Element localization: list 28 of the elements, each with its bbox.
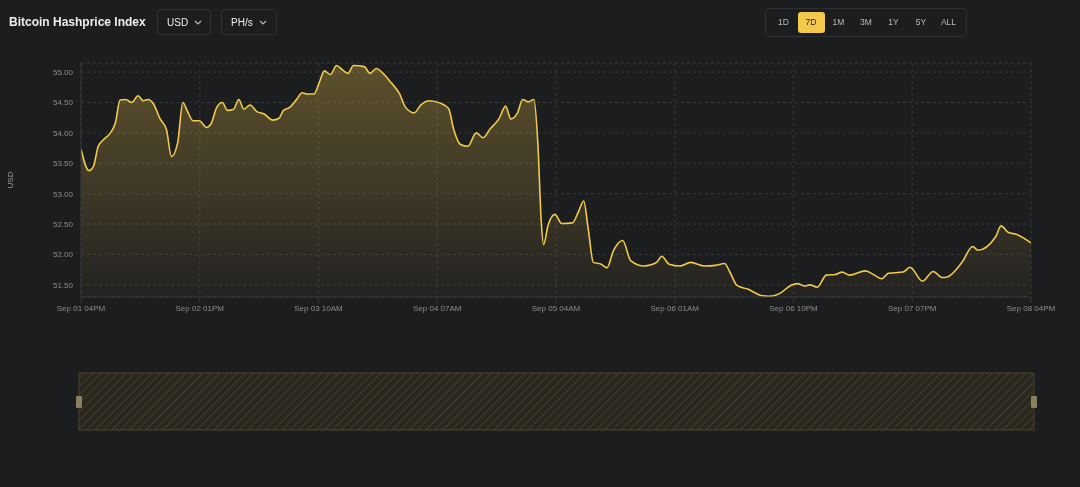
x-tick-label: Sep 06 10PM <box>769 303 819 313</box>
text: 5Y <box>914 16 928 29</box>
text: 7D <box>797 12 825 33</box>
y-tick-label: 52.50 <box>52 219 74 229</box>
y-tick-label: 55.00 <box>52 67 74 77</box>
text: ALL <box>939 16 958 29</box>
y-tick-label: 53.00 <box>52 189 74 199</box>
text: USD <box>167 17 189 28</box>
chart-title: Bitcoin Hashprice Index <box>9 15 146 29</box>
x-tick-label: Sep 04 07AM <box>413 303 462 313</box>
text: PH/s <box>231 17 253 28</box>
x-tick-label: Sep 01 04PM <box>56 303 106 313</box>
y-tick-label: 51.50 <box>52 280 74 290</box>
x-tick-label: Sep 07 07PM <box>888 303 937 313</box>
x-tick-label: Sep 08 04PM <box>1006 303 1056 313</box>
x-tick-label: Sep 05 04AM <box>531 303 581 313</box>
x-tick-label: Sep 02 01PM <box>175 303 225 313</box>
text: 1M <box>831 16 846 29</box>
y-tick-label: 52.00 <box>52 250 74 260</box>
x-tick-label: Sep 03 10AM <box>294 303 344 313</box>
text: 3M <box>859 16 873 29</box>
y-tick-label: 53.50 <box>52 159 74 169</box>
y-tick-label: 54.00 <box>52 128 74 138</box>
text: 1Y <box>887 16 900 29</box>
y-tick-label: 54.50 <box>52 98 74 108</box>
x-tick-label: Sep 06 01AM <box>650 303 700 313</box>
y-axis-title: USD <box>5 171 15 189</box>
text: 1D <box>777 16 790 29</box>
